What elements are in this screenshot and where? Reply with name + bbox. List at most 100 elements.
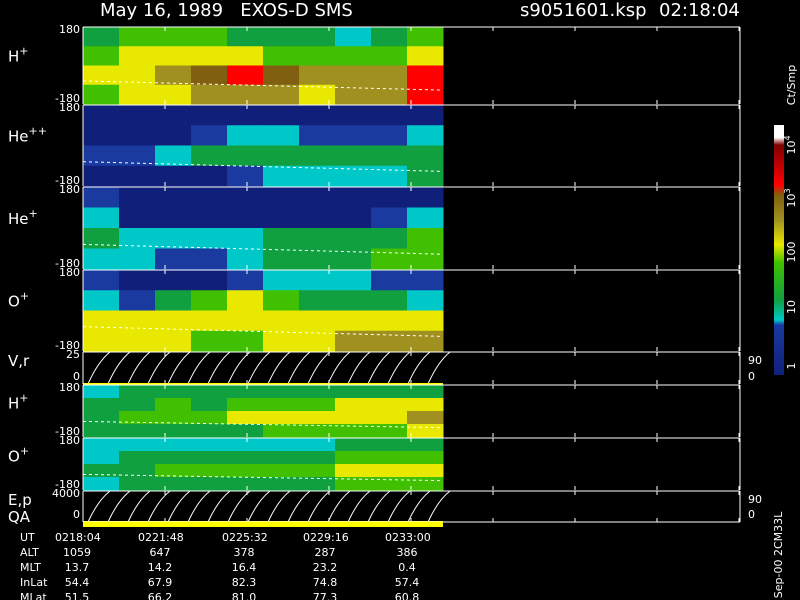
spectrogram-cell [263,310,300,332]
time: 02:18:04 [659,0,740,21]
spectrogram-cell [119,477,156,491]
spectrogram-cell [407,165,444,187]
trace-curve [287,351,311,385]
spectrogram-cell [263,228,300,249]
spectrogram-cell [227,84,264,105]
dashed-trace [82,326,444,337]
species-label: He++ [8,124,47,145]
right-tick-label: 0 [748,508,755,521]
spectrogram-cell [335,464,372,478]
spectrogram-cell [119,411,156,425]
spectrogram-cell [299,330,336,352]
spectrogram-cell [263,165,300,187]
charge: + [29,207,38,220]
spectrogram-cell [83,207,120,229]
species-label: He+ [8,207,38,228]
spectrogram-cell [119,398,156,412]
spectrogram-cell [83,125,120,146]
colorbar-label: 103 [783,188,798,207]
spectrogram-cell [263,125,300,146]
y-tick-label: 180 [59,101,80,114]
spectrogram-cell [371,145,408,167]
trace-curve [327,490,351,523]
spectrogram-cell [371,477,408,491]
spectrogram-cell [335,125,372,146]
spectrogram-cell [263,270,300,291]
spectrogram-cell [299,438,336,452]
spectrogram-cell [407,145,444,167]
spectrogram-cell [227,248,264,270]
spectrogram-cell [335,424,372,438]
spectrogram-cell [83,411,120,425]
spectrogram-cell [299,451,336,465]
cell: 13.7 [65,561,90,574]
spectrogram-cell [407,248,444,270]
spectrogram-cell [119,451,156,465]
spectrogram-cell [371,207,408,229]
spectrogram-cell [119,270,156,291]
charge: ++ [29,124,47,137]
spectrogram-cell [371,125,408,146]
spectrogram-cell [335,330,372,352]
spectrogram-cell [335,451,372,465]
spectrogram-cell [155,451,192,465]
spectrogram-cell [191,330,228,352]
spectrogram-cell [119,310,156,332]
trace-curve [87,351,111,385]
spectrogram-cell [155,65,192,86]
y-tick-label: 25 [66,348,80,361]
spectrogram-cell [191,310,228,332]
spectrogram-cell [155,464,192,478]
spectrogram-cell [299,207,336,229]
trace-curve [247,490,271,523]
spectrogram-cell [299,145,336,167]
species: O [8,447,20,465]
colorbar-label: 100 [785,242,798,263]
spectrogram-cell [191,207,228,229]
spectrogram-cell [119,165,156,187]
spectrogram-cell [191,451,228,465]
trace-curve [427,351,451,385]
spectrogram-cell [83,46,120,66]
species: V,r [8,352,30,370]
cell: 51.5 [65,591,90,600]
spectrogram-cell [155,398,192,412]
spectrogram-cell [119,145,156,167]
spectrogram-cell [191,477,228,491]
spectrogram-cell [83,451,120,465]
spectrogram-cell [227,228,264,249]
spectrogram-cell [191,228,228,249]
spectrogram-cell [335,310,372,332]
spectrogram-cell [155,270,192,291]
spectrogram-cell [155,207,192,229]
right-tick-label: 90 [748,354,762,367]
spectrogram-cell [191,270,228,291]
row-label: InLat [20,576,48,589]
trace-curve [147,490,171,523]
dashed-trace [82,473,444,482]
spectrogram-cell [407,125,444,146]
spectrogram-cell [263,145,300,167]
spectrogram-cell [227,385,264,399]
spectrogram-cell [191,398,228,412]
spectrogram-cell [407,105,444,126]
spectrogram-cell [371,398,408,412]
spectrogram-cell [191,65,228,86]
spectrogram-cell [371,228,408,249]
spectrogram-cell [263,248,300,270]
spectrogram-cell [191,438,228,452]
spectrogram-cell [299,165,336,187]
spectrogram-cell [191,46,228,66]
spectrogram-cell [407,310,444,332]
spectrogram-cell [155,310,192,332]
spectrogram-cell [335,46,372,66]
spectrogram-cell [191,84,228,105]
spectrogram-cell [155,385,192,399]
spectrogram-cell [191,145,228,167]
spectrogram-cell [119,438,156,452]
cell: 378 [234,546,255,559]
spectrogram-cell [119,46,156,66]
spectrogram-cell [371,438,408,452]
trace-curve [247,351,271,385]
y-tick-label: -180 [55,174,80,187]
